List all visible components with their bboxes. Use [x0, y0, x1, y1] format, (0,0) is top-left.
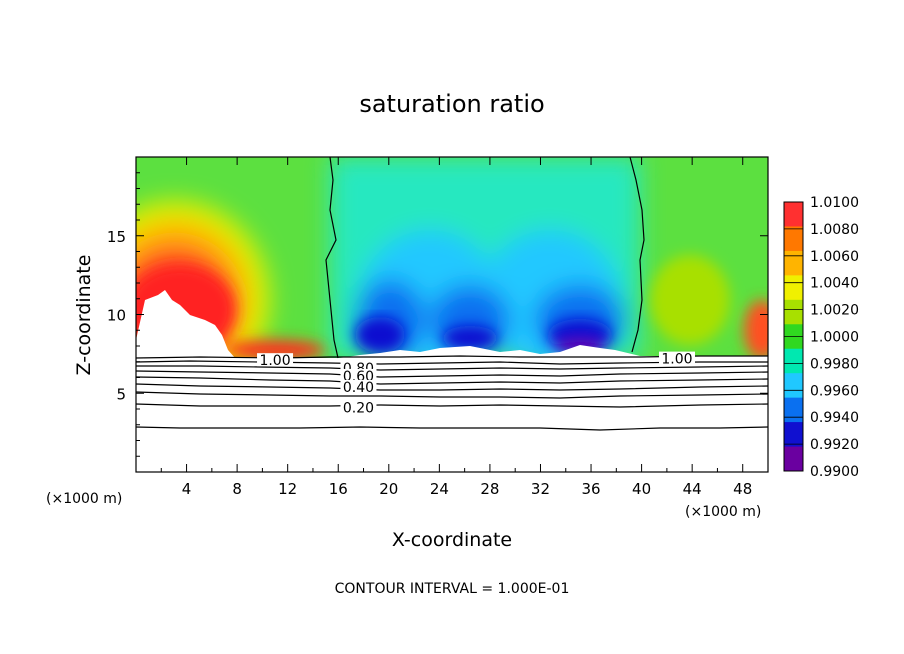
x-tick-label: 20: [379, 480, 398, 498]
colorbar-label: 1.0100: [810, 195, 859, 211]
colorbar-swatch: [784, 397, 803, 423]
contour-label-bg: [340, 400, 377, 414]
x-tick-label: 4: [182, 480, 192, 498]
contour-boundary-right: [629, 156, 645, 353]
contour-line-3: [136, 365, 769, 371]
lower-region: [136, 358, 768, 472]
x-tick-label: 28: [480, 480, 499, 498]
x-unit-right: (×1000 m): [685, 504, 761, 520]
contour-label: 0.20: [343, 400, 374, 416]
colorbar-label: 0.9900: [810, 464, 859, 480]
x-tick-label: 16: [329, 480, 348, 498]
x-tick-label: 40: [632, 480, 651, 498]
x-axis-label: X-coordinate: [392, 529, 512, 551]
saturation-field: [136, 157, 768, 358]
colorbar-label: 0.9980: [810, 356, 859, 372]
y-tick-label: 15: [107, 228, 126, 246]
colorbar-label: 0.9940: [810, 410, 859, 426]
contour-label: 1.00: [661, 352, 692, 368]
x-tick-label: 32: [531, 480, 550, 498]
contour-label-bg: [658, 351, 695, 365]
colorbar-label: 0.9960: [810, 383, 859, 399]
contour-label-bg: [257, 353, 294, 367]
colorbar-swatch: [784, 202, 803, 227]
x-tick-label: 8: [232, 480, 242, 498]
x-axis: 4 8 12 16 20 24 28 32 36 40 44 48: [160, 157, 752, 498]
colorbar-swatch: [784, 422, 803, 448]
colorbar-swatch: [784, 275, 803, 301]
x-tick-label: 24: [430, 480, 449, 498]
contour-line-7: [135, 391, 769, 399]
colorbar-swatch: [784, 446, 803, 472]
colorbar-label: 0.9920: [810, 437, 859, 453]
colorbar-label: 1.0080: [810, 222, 859, 238]
contour-label: 0.40: [343, 380, 374, 396]
contour-label: 1.00: [259, 353, 290, 369]
x-tick-label: 48: [733, 480, 752, 498]
x-tick-label: 12: [278, 480, 297, 498]
contour-line-6: [135, 383, 769, 391]
colorbar-label: 1.0020: [810, 303, 859, 319]
colorbar-label: 1.0000: [810, 330, 859, 346]
y-tick-label: 5: [116, 385, 126, 403]
x-tick-label: 36: [581, 480, 600, 498]
contour-lines: [135, 156, 769, 431]
contour-interval-note: CONTOUR INTERVAL = 1.000E-01: [335, 581, 570, 597]
contour-line-2: [135, 360, 768, 365]
contour-line-5: [135, 376, 769, 385]
x-unit-left: (×1000 m): [46, 491, 122, 507]
y-axis-label: Z-coordinate: [73, 255, 95, 376]
contour-line-4: [135, 370, 769, 378]
contour-line-9: [135, 426, 769, 431]
y-axis: 5 10 15: [107, 172, 768, 457]
colorbar-label: 1.0060: [810, 249, 859, 265]
contour-label-bg: [340, 368, 377, 382]
colorbar-label: 1.0040: [810, 276, 859, 292]
y-tick-label: 10: [107, 307, 126, 325]
colorbar-swatch: [784, 250, 803, 276]
x-tick-label: 44: [683, 480, 702, 498]
colorbar: 1.0100 1.0080 1.0060 1.0040 1.0020 1.0000 0.99…: [783, 195, 859, 480]
colorbar-swatch: [784, 299, 803, 325]
contour-label-bg: [340, 379, 377, 393]
colorbar-swatch: [784, 226, 803, 252]
colorbar-swatch: [784, 348, 803, 374]
contour-line-8: [135, 403, 769, 408]
chart-title: saturation ratio: [359, 90, 544, 118]
contour-boundary-left: [325, 156, 339, 359]
colorbar-swatch: [784, 373, 803, 399]
contour-labels: 1.000.800.600.400.201.00: [257, 351, 695, 416]
